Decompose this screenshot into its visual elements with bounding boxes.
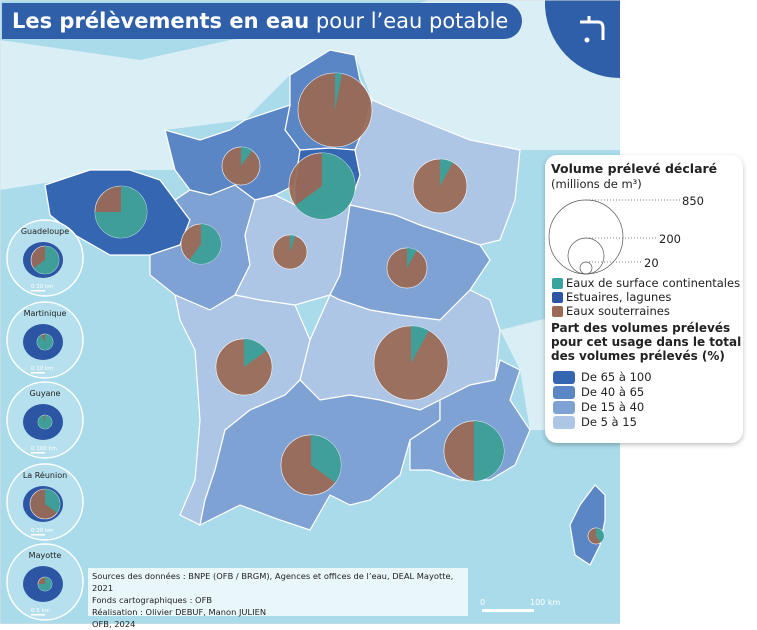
- legend-type-souterraines: Eaux souterraines: [566, 304, 670, 318]
- scale-end: 100 km: [530, 598, 561, 607]
- pie-chart-region-0: [297, 72, 373, 148]
- inset-scale: 0 20 km: [31, 528, 54, 534]
- inset-name: La Réunion: [23, 470, 67, 480]
- legend-share-title-1: Part des volumes prélevés: [551, 321, 731, 335]
- legend-circle-200: [567, 237, 605, 275]
- legend-type-surface: Eaux de surface continentales: [566, 276, 741, 290]
- pie-chart-region-7: [386, 247, 428, 289]
- pie-chart-region-4: [94, 185, 148, 239]
- sources-box: Sources des données : BNPE (OFB / BRGM),…: [88, 568, 468, 629]
- swatch-souterraines: [552, 306, 563, 317]
- legend-class-5-15: De 5 à 15: [581, 415, 637, 429]
- source-publisher: OFB, 2024: [92, 619, 136, 629]
- region-12: [569, 484, 606, 566]
- pie-chart-region-6: [272, 234, 308, 270]
- pie-slice-surface: [241, 146, 253, 166]
- pie-chart-region-5: [180, 223, 222, 265]
- corner-badge: [544, 0, 620, 79]
- swatch-class-65-100: [553, 371, 575, 384]
- pie-slice-surface: [311, 434, 342, 483]
- swatch-estuaires: [552, 292, 563, 303]
- pie-chart-region-1: [221, 146, 261, 186]
- legend-class-15-40: De 15 à 40: [581, 400, 645, 414]
- legend-class-65-100: De 65 à 100: [581, 370, 652, 384]
- pie-slice-surface: [33, 246, 59, 274]
- pie-slice-surface: [295, 152, 356, 220]
- legend-circle-850: [548, 199, 624, 275]
- source-authors: Réalisation : Olivier DEBUF, Manon JULIE…: [92, 607, 267, 617]
- inset-name: Guadeloupe: [21, 227, 69, 236]
- inset-scale: 0 100 km: [31, 446, 57, 452]
- pie-slice-surface: [474, 420, 505, 482]
- legend-circles: [548, 199, 680, 275]
- legend-circle-20: [579, 261, 593, 275]
- legend-ref-20: 20: [644, 256, 659, 270]
- inset-name: Martinique: [24, 309, 67, 318]
- title-rest: pour l’eau potable: [309, 9, 509, 33]
- legend: Volume prélevé déclaré (millions de m³) …: [545, 155, 743, 443]
- pie-slice-surface: [411, 326, 429, 363]
- swatch-surface: [552, 278, 563, 289]
- swatch-class-15-40: [553, 401, 575, 414]
- legend-share-title-3: des volumes prélevés (%): [551, 349, 725, 363]
- pie-slice-surface: [94, 185, 148, 239]
- pie-slice-surface: [38, 577, 52, 591]
- pie-chart-region-11: [443, 420, 505, 482]
- pie-chart-region-10: [280, 434, 342, 496]
- legend-volume-unit: (millions de m³): [551, 177, 642, 191]
- inset-scale: 0 20 km: [31, 284, 54, 290]
- pie-slice-surface: [37, 415, 52, 430]
- inset-scale: 0 5 km: [31, 608, 50, 614]
- pie-slice-surface: [45, 489, 60, 513]
- pie-chart-region-12: [587, 527, 605, 545]
- scale-bar: 0 100 km: [480, 598, 560, 612]
- legend-volume-title: Volume prélevé déclaré: [551, 161, 718, 176]
- inset-guyane: Guyane 0 100 km: [6, 381, 84, 459]
- inset-pie-chart: [37, 576, 53, 592]
- pie-slice-surface: [189, 223, 222, 265]
- inset-pie-chart: [29, 488, 61, 520]
- legend-class-40-65: De 40 à 65: [581, 385, 645, 399]
- pie-chart-region-2: [288, 152, 356, 220]
- swatch-class-40-65: [553, 386, 575, 399]
- legend-ref-850: 850: [682, 194, 704, 208]
- pie-slice-surface: [290, 234, 296, 252]
- inset-pie-chart: [37, 414, 53, 430]
- neighbouring-land: [0, 0, 620, 190]
- inset-la-réunion: La Réunion 0 20 km: [6, 463, 84, 541]
- page-title: Les prélèvements en eau pour l’eau potab…: [2, 3, 523, 39]
- source-data: Sources des données : BNPE (OFB / BRGM),…: [92, 571, 454, 593]
- pie-chart-region-9: [373, 325, 449, 401]
- title-bold: Les prélèvements en eau: [12, 9, 310, 33]
- pie-slice-surface: [335, 73, 342, 110]
- legend-ref-200: 200: [659, 232, 681, 246]
- inset-name: Guyane: [30, 389, 61, 398]
- water-tap-icon: [580, 16, 605, 43]
- legend-share-title-2: pour cet usage dans le total: [551, 335, 742, 349]
- pie-slice-surface: [440, 159, 453, 186]
- inset-mayotte: Mayotte 0 5 km: [6, 543, 84, 621]
- swatch-class-5-15: [553, 416, 575, 429]
- inset-martinique: Martinique 0 10 km: [6, 301, 84, 379]
- pie-chart-region-3: [412, 158, 468, 214]
- inset-name: Mayotte: [29, 551, 62, 560]
- inset-guadeloupe: Guadeloupe 0 20 km: [6, 219, 84, 297]
- inset-scale: 0 10 km: [31, 366, 54, 372]
- inset-pie-chart: [36, 333, 54, 351]
- pie-slice-surface: [596, 527, 605, 543]
- scale-start: 0: [480, 598, 486, 607]
- inset-pie-chart: [30, 245, 60, 275]
- pie-slice-surface: [36, 334, 53, 350]
- pie-slice-surface: [244, 338, 267, 367]
- pie-chart-region-8: [215, 338, 273, 396]
- source-basemap: Fonds cartographiques : OFB: [92, 595, 213, 605]
- legend-type-estuaires: Estuaires, lagunes: [566, 290, 672, 304]
- pie-slice-surface: [407, 247, 417, 268]
